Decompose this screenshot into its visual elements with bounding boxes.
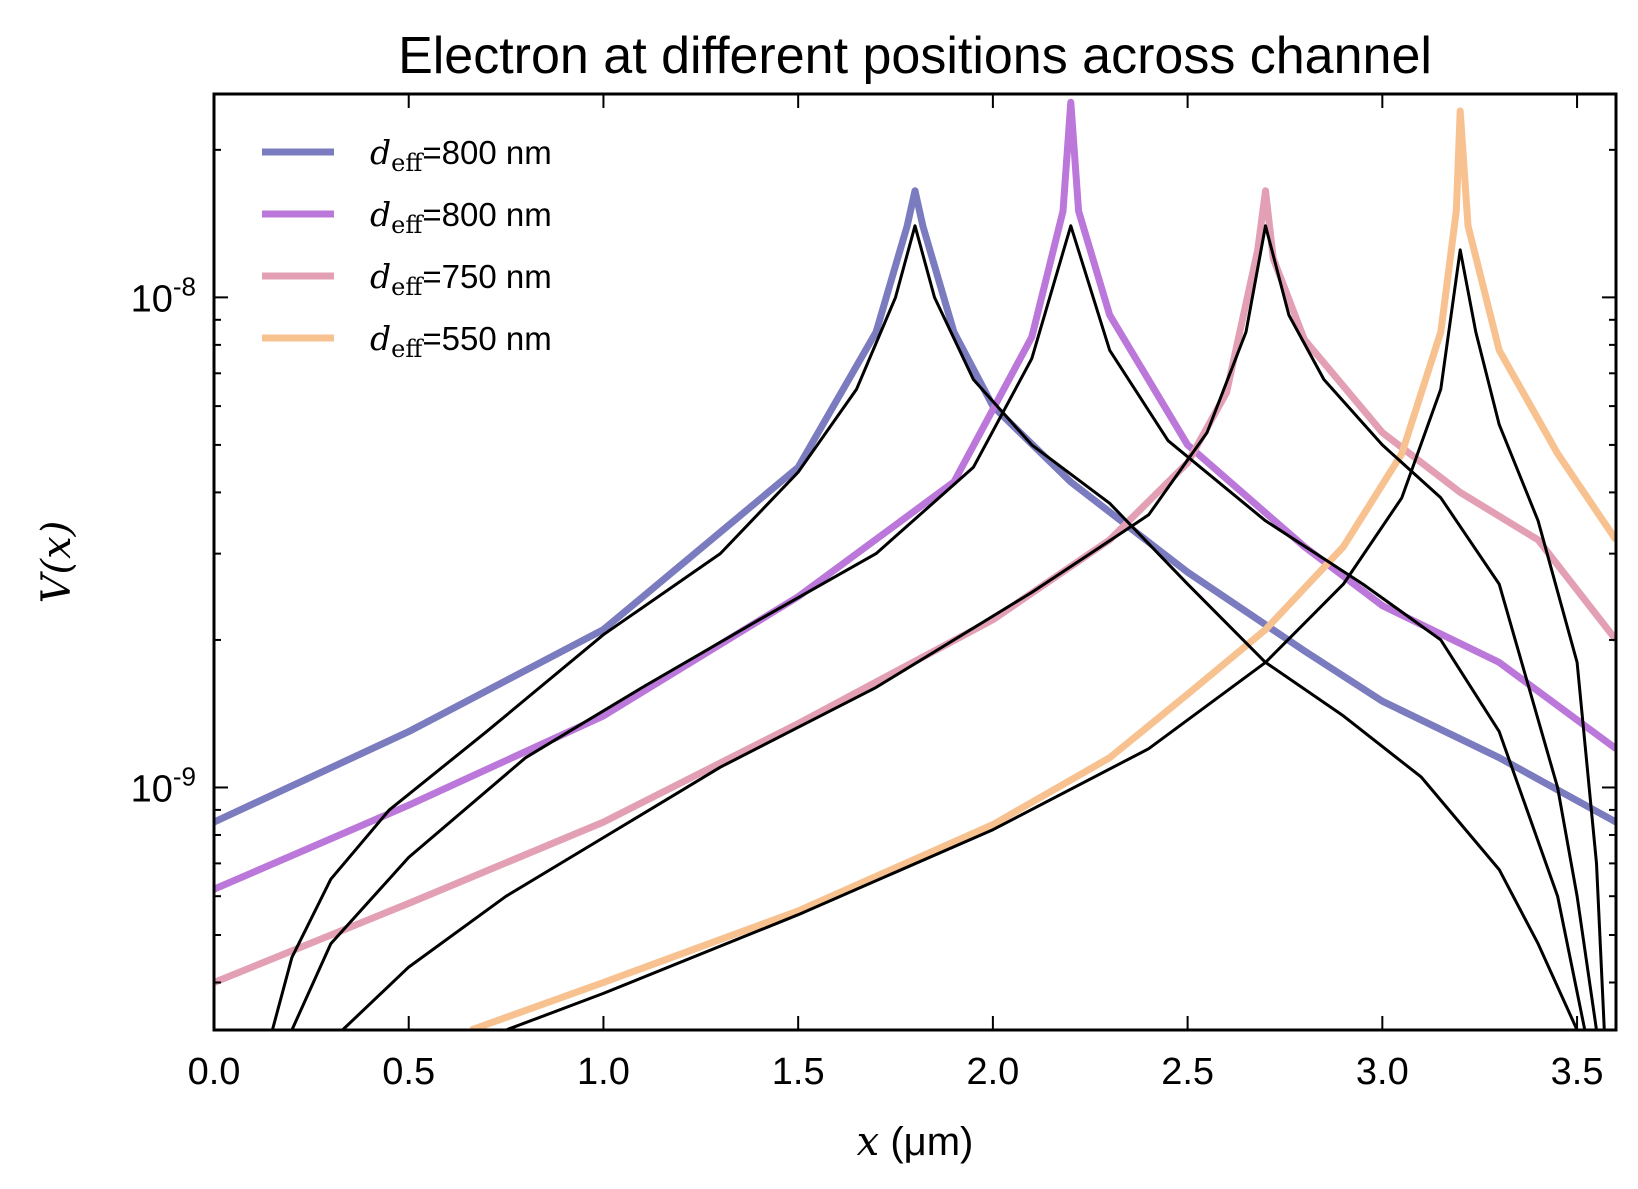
plot-frame [212,92,1618,1032]
reference-line-8 [505,248,1606,1030]
x-tick-label: 0.0 [188,1051,241,1093]
x-tick-label: 3.0 [1356,1051,1409,1093]
legend-label: deff=550 nm [370,319,552,363]
reference-line-7 [341,224,1598,1030]
y-tick-label: 10-9 [131,761,196,810]
y-axis-label: V(x) [34,521,80,604]
legend-label: deff=800 nm [370,133,552,177]
chart-title: Electron at different positions across c… [398,27,1432,85]
reference-line-6 [290,224,1587,1030]
legend: deff=800 nm deff=800 nm deff=750 nm deff=55… [262,133,552,363]
y-tick-label: 10-8 [131,271,196,320]
series-line-3 [214,187,1616,986]
x-tick-label: 2.5 [1161,1051,1214,1093]
series-line-2 [214,98,1616,893]
x-tick-label: 1.0 [577,1051,630,1093]
x-tick-label: 0.5 [382,1051,435,1093]
series-line-4 [469,107,1616,1030]
x-axis-unit: (μm) [879,1120,973,1164]
y-tick-labels: 10-8 10-9 [131,271,196,810]
x-tick-label: 1.5 [772,1051,825,1093]
legend-label: deff=750 nm [370,257,552,301]
x-tick-label: 2.0 [966,1051,1019,1093]
x-axis-label: x (μm) [857,1119,974,1165]
reference-line-5 [270,224,1579,1030]
x-tick-label: 3.5 [1551,1051,1604,1093]
tick-layer [213,94,1616,1030]
series-layer [214,98,1616,1030]
series-line-1 [214,187,1616,826]
x-tick-labels: 0.0 0.5 1.0 1.5 2.0 2.5 3.0 3.5 [188,1051,1604,1093]
x-axis-variable: x [857,1119,880,1165]
legend-label: deff=800 nm [370,195,552,239]
